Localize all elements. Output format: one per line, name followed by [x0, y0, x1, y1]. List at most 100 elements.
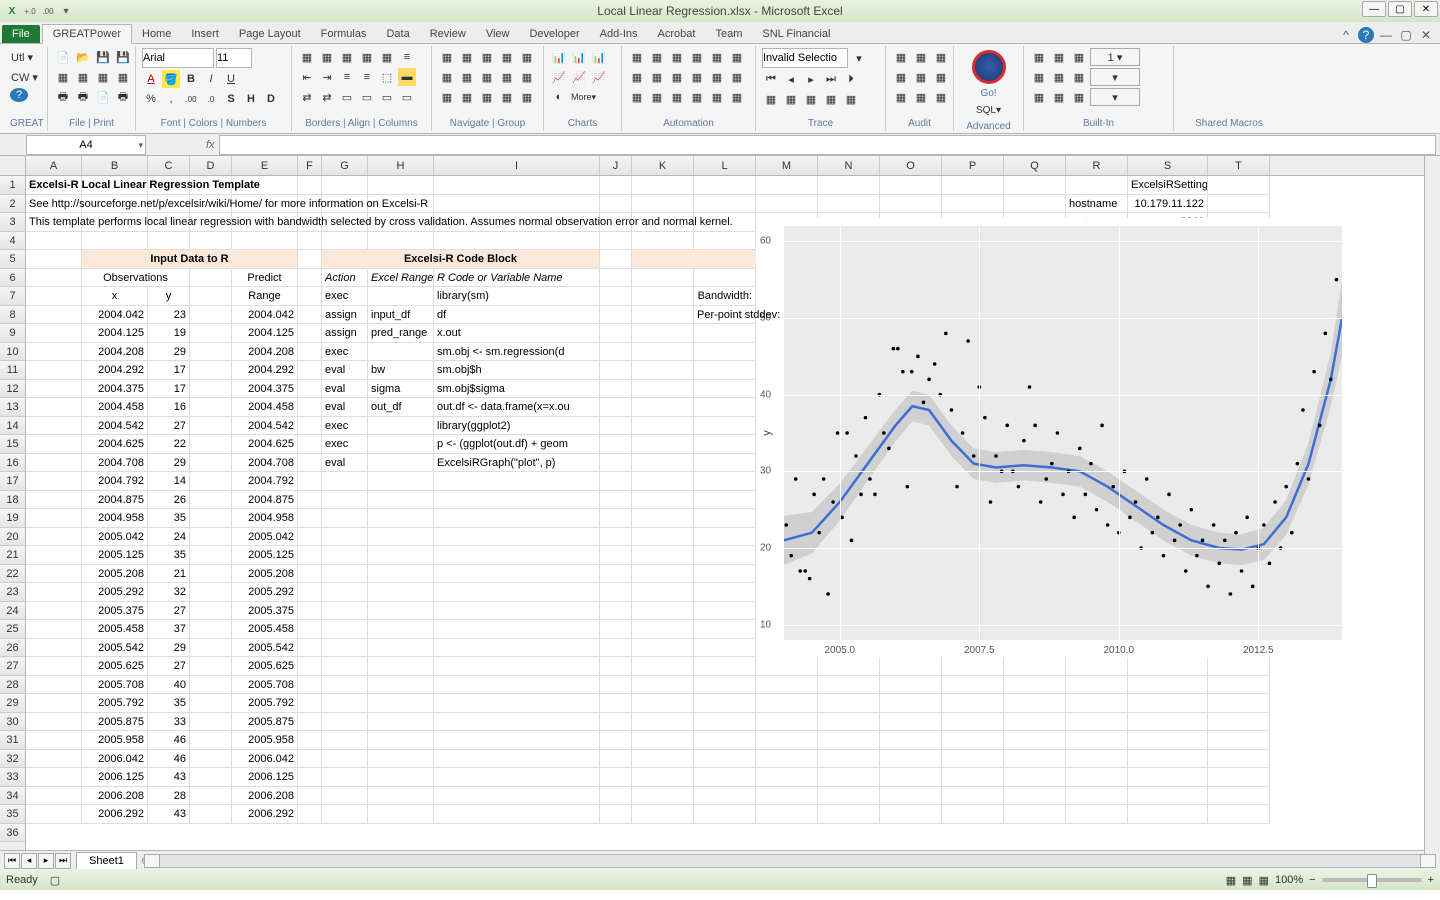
- cell[interactable]: [818, 750, 880, 769]
- cell[interactable]: [434, 232, 600, 251]
- merge-icon[interactable]: ⬚: [378, 68, 396, 86]
- cell[interactable]: [26, 232, 82, 251]
- zoom-in-icon[interactable]: +: [1428, 874, 1434, 886]
- cell[interactable]: input_df: [368, 306, 434, 325]
- cell[interactable]: Observations: [82, 269, 190, 288]
- cell[interactable]: exec: [322, 287, 368, 306]
- cell[interactable]: [26, 546, 82, 565]
- ribbon-tab-file[interactable]: File: [2, 25, 40, 43]
- vertical-scrollbar[interactable]: [1424, 156, 1440, 860]
- cell[interactable]: 2005.542: [232, 639, 298, 658]
- cell[interactable]: [322, 232, 368, 251]
- auto-icon[interactable]: ▦: [628, 48, 646, 66]
- chart-icon[interactable]: 📊: [550, 48, 568, 66]
- cell[interactable]: [1066, 694, 1128, 713]
- border-icon[interactable]: ▦: [358, 48, 376, 66]
- sheet-nav-last-icon[interactable]: ⏭: [55, 853, 71, 869]
- builtin-combo[interactable]: 1 ▾: [1090, 48, 1140, 66]
- cell[interactable]: 2004.208: [232, 343, 298, 362]
- ribbon-tab-page-layout[interactable]: Page Layout: [229, 25, 311, 43]
- cell[interactable]: 40: [148, 676, 190, 695]
- trace-icon[interactable]: ▦: [822, 90, 840, 108]
- cell[interactable]: [1208, 713, 1270, 732]
- cell[interactable]: eval: [322, 380, 368, 399]
- cell[interactable]: 2005.458: [232, 620, 298, 639]
- cell[interactable]: [1004, 731, 1066, 750]
- cell[interactable]: [368, 491, 434, 510]
- builtin-icon[interactable]: ▦: [1070, 68, 1088, 86]
- cell[interactable]: [434, 472, 600, 491]
- auto-icon[interactable]: ▦: [728, 48, 746, 66]
- cell[interactable]: [1004, 694, 1066, 713]
- cell[interactable]: [434, 195, 600, 214]
- cell[interactable]: [1066, 768, 1128, 787]
- cell[interactable]: [434, 694, 600, 713]
- row-header[interactable]: 32: [0, 750, 25, 769]
- cell[interactable]: 27: [148, 602, 190, 621]
- cell[interactable]: [632, 435, 694, 454]
- cell[interactable]: [298, 398, 322, 417]
- cell[interactable]: [298, 306, 322, 325]
- cell[interactable]: [298, 602, 322, 621]
- cell[interactable]: x: [82, 287, 148, 306]
- cell[interactable]: [942, 768, 1004, 787]
- ribbon-tab-snl-financial[interactable]: SNL Financial: [752, 25, 840, 43]
- cell[interactable]: [26, 639, 82, 658]
- auto-icon[interactable]: ▦: [728, 68, 746, 86]
- cell[interactable]: [26, 361, 82, 380]
- audit-icon[interactable]: ▦: [912, 88, 930, 106]
- page-icon[interactable]: 📄: [94, 88, 112, 106]
- chart-icon[interactable]: 📈: [550, 68, 568, 86]
- cell[interactable]: [322, 805, 368, 824]
- cell[interactable]: [1004, 713, 1066, 732]
- dec-inc-icon[interactable]: .00: [182, 90, 200, 108]
- open-icon[interactable]: 📂: [74, 48, 92, 66]
- cell[interactable]: 16: [148, 398, 190, 417]
- cell[interactable]: 2005.208: [82, 565, 148, 584]
- row-header[interactable]: 23: [0, 583, 25, 602]
- cell[interactable]: [632, 639, 694, 658]
- cell[interactable]: [368, 805, 434, 824]
- nav-icon[interactable]: ▦: [438, 88, 456, 106]
- cell[interactable]: 24: [148, 528, 190, 547]
- cell[interactable]: 2004.958: [82, 509, 148, 528]
- cell[interactable]: [632, 361, 694, 380]
- indent-icon[interactable]: ⇤: [298, 68, 316, 86]
- macro-record-icon[interactable]: ▢: [50, 874, 60, 887]
- cell[interactable]: [1208, 750, 1270, 769]
- cell[interactable]: [1004, 805, 1066, 824]
- auto-icon[interactable]: ▦: [668, 68, 686, 86]
- border-icon[interactable]: ▦: [298, 48, 316, 66]
- cell[interactable]: [694, 195, 756, 214]
- row-header[interactable]: 24: [0, 602, 25, 621]
- nav-icon[interactable]: ▦: [498, 48, 516, 66]
- chart-icon[interactable]: 📊: [570, 48, 588, 66]
- cell[interactable]: [1208, 195, 1270, 214]
- cell[interactable]: [1066, 676, 1128, 695]
- cell[interactable]: 2006.125: [82, 768, 148, 787]
- cell[interactable]: [368, 731, 434, 750]
- cell[interactable]: 2004.792: [82, 472, 148, 491]
- font-size-combo[interactable]: [216, 48, 252, 68]
- row-header[interactable]: 15: [0, 435, 25, 454]
- column-header[interactable]: A: [26, 156, 82, 175]
- nav-icon[interactable]: ▦: [498, 88, 516, 106]
- cell[interactable]: [818, 768, 880, 787]
- cell[interactable]: 35: [148, 694, 190, 713]
- fill-color-icon[interactable]: 🪣: [162, 70, 180, 88]
- cell[interactable]: 26: [148, 491, 190, 510]
- cell[interactable]: [600, 454, 632, 473]
- cell[interactable]: [694, 509, 756, 528]
- cell[interactable]: 2006.125: [232, 768, 298, 787]
- sheet-nav-first-icon[interactable]: ⏮: [4, 853, 20, 869]
- cell[interactable]: [298, 731, 322, 750]
- row-header[interactable]: 5: [0, 250, 25, 269]
- cell[interactable]: [26, 269, 82, 288]
- cell[interactable]: [600, 435, 632, 454]
- bold-button[interactable]: B: [182, 70, 200, 88]
- cell[interactable]: [190, 417, 232, 436]
- cell[interactable]: [694, 676, 756, 695]
- cell[interactable]: [880, 676, 942, 695]
- cell[interactable]: [298, 546, 322, 565]
- col-icon[interactable]: ▭: [338, 88, 356, 106]
